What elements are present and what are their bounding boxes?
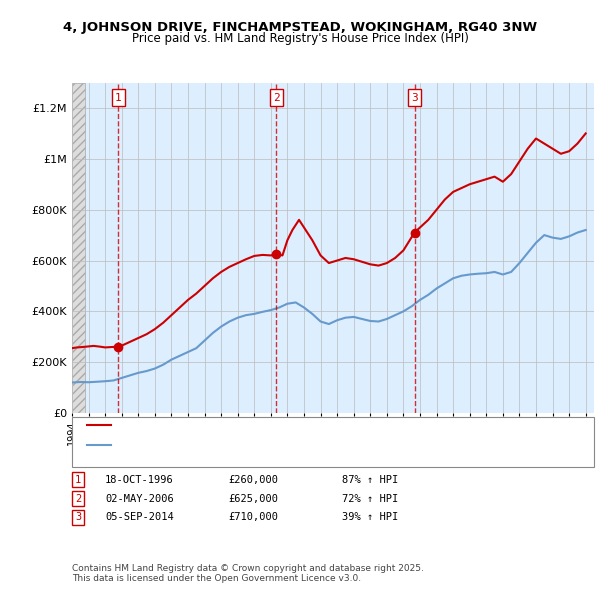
Text: £625,000: £625,000: [228, 494, 278, 503]
Text: 02-MAY-2006: 02-MAY-2006: [105, 494, 174, 503]
Text: 2: 2: [75, 494, 81, 503]
Text: 87% ↑ HPI: 87% ↑ HPI: [342, 475, 398, 484]
Text: Contains HM Land Registry data © Crown copyright and database right 2025.
This d: Contains HM Land Registry data © Crown c…: [72, 563, 424, 583]
Text: 3: 3: [75, 513, 81, 522]
Text: 2: 2: [273, 93, 280, 103]
Text: 3: 3: [411, 93, 418, 103]
Text: £710,000: £710,000: [228, 513, 278, 522]
Bar: [72, 83, 83, 413]
Text: 39% ↑ HPI: 39% ↑ HPI: [342, 513, 398, 522]
Text: 4, JOHNSON DRIVE, FINCHAMPSTEAD, WOKINGHAM, RG40 3NW (detached house): 4, JOHNSON DRIVE, FINCHAMPSTEAD, WOKINGH…: [117, 420, 517, 430]
Text: HPI: Average price, detached house, Wokingham: HPI: Average price, detached house, Woki…: [117, 441, 355, 450]
Text: 72% ↑ HPI: 72% ↑ HPI: [342, 494, 398, 503]
Text: 1: 1: [75, 475, 81, 484]
Text: 1: 1: [115, 93, 122, 103]
Text: 18-OCT-1996: 18-OCT-1996: [105, 475, 174, 484]
Text: 05-SEP-2014: 05-SEP-2014: [105, 513, 174, 522]
Text: £260,000: £260,000: [228, 475, 278, 484]
Text: Price paid vs. HM Land Registry's House Price Index (HPI): Price paid vs. HM Land Registry's House …: [131, 32, 469, 45]
Text: 4, JOHNSON DRIVE, FINCHAMPSTEAD, WOKINGHAM, RG40 3NW: 4, JOHNSON DRIVE, FINCHAMPSTEAD, WOKINGH…: [63, 21, 537, 34]
